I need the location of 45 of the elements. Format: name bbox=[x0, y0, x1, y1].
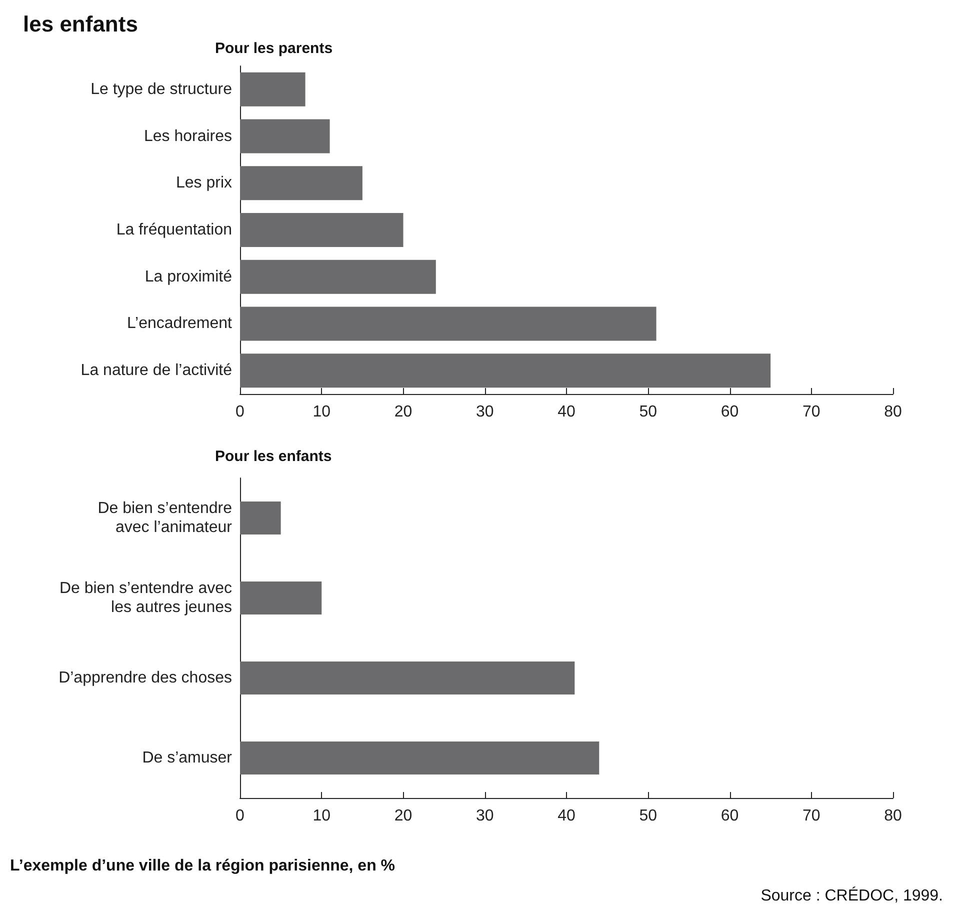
y-tick-label: D’apprendre des choses bbox=[58, 670, 232, 686]
chart-subtitle: Pour les parents bbox=[215, 40, 333, 57]
x-tick-label: 40 bbox=[558, 808, 576, 824]
y-tick-label: De bien s’entendre avec l’animateur bbox=[98, 500, 233, 536]
x-tick-label: 80 bbox=[884, 808, 902, 824]
y-tick-label: Les prix bbox=[176, 174, 232, 192]
bar bbox=[240, 119, 330, 154]
x-tick-label: 60 bbox=[720, 404, 739, 420]
bar bbox=[240, 306, 656, 341]
y-tick-label: Le type de structure bbox=[90, 80, 232, 98]
x-tick-label: 60 bbox=[720, 808, 739, 824]
x-tick-label: 10 bbox=[312, 808, 331, 824]
x-tick-label: 80 bbox=[884, 404, 902, 420]
bar bbox=[240, 72, 306, 106]
chart-title: Pour les enfants bbox=[215, 448, 332, 465]
x-tick-label: 70 bbox=[802, 808, 820, 824]
x-tick-label: 30 bbox=[476, 404, 494, 420]
chart-title: les enfants bbox=[23, 12, 138, 36]
y-tick-label: De bien s’entendre avec les autres jeunes bbox=[59, 580, 232, 616]
y-tick-label: L’encadrement bbox=[127, 315, 233, 332]
bar bbox=[240, 742, 600, 774]
bar bbox=[240, 662, 575, 694]
x-tick-label: 70 bbox=[802, 404, 820, 420]
y-tick-label: La nature de l’activité bbox=[80, 362, 232, 380]
x-tick-label: 50 bbox=[639, 808, 658, 824]
x-tick-label: 20 bbox=[394, 808, 412, 824]
y-tick-label: La proximité bbox=[144, 268, 232, 286]
y-tick-label: Les horaires bbox=[144, 128, 232, 145]
x-tick-label: 50 bbox=[639, 404, 658, 420]
bar bbox=[240, 502, 281, 534]
bar bbox=[240, 582, 322, 614]
y-tick-label: La fréquentation bbox=[116, 222, 232, 238]
bar bbox=[240, 354, 771, 388]
y-tick-label: De s’amuser bbox=[142, 750, 233, 766]
x-tick-label: 0 bbox=[236, 404, 245, 420]
x-tick-label: 10 bbox=[312, 404, 331, 420]
source-note: Source : CRÉDOC, 1999. bbox=[760, 886, 943, 904]
bar bbox=[240, 166, 362, 200]
x-tick-label: 0 bbox=[236, 808, 245, 824]
x-tick-label: 20 bbox=[394, 404, 412, 420]
x-tick-label: 40 bbox=[558, 404, 576, 420]
text: L’exemple d’une ville de la région parisienne, en % bbox=[10, 858, 396, 874]
x-tick-label: 30 bbox=[476, 808, 494, 824]
bar bbox=[240, 260, 436, 294]
bar bbox=[240, 213, 404, 247]
